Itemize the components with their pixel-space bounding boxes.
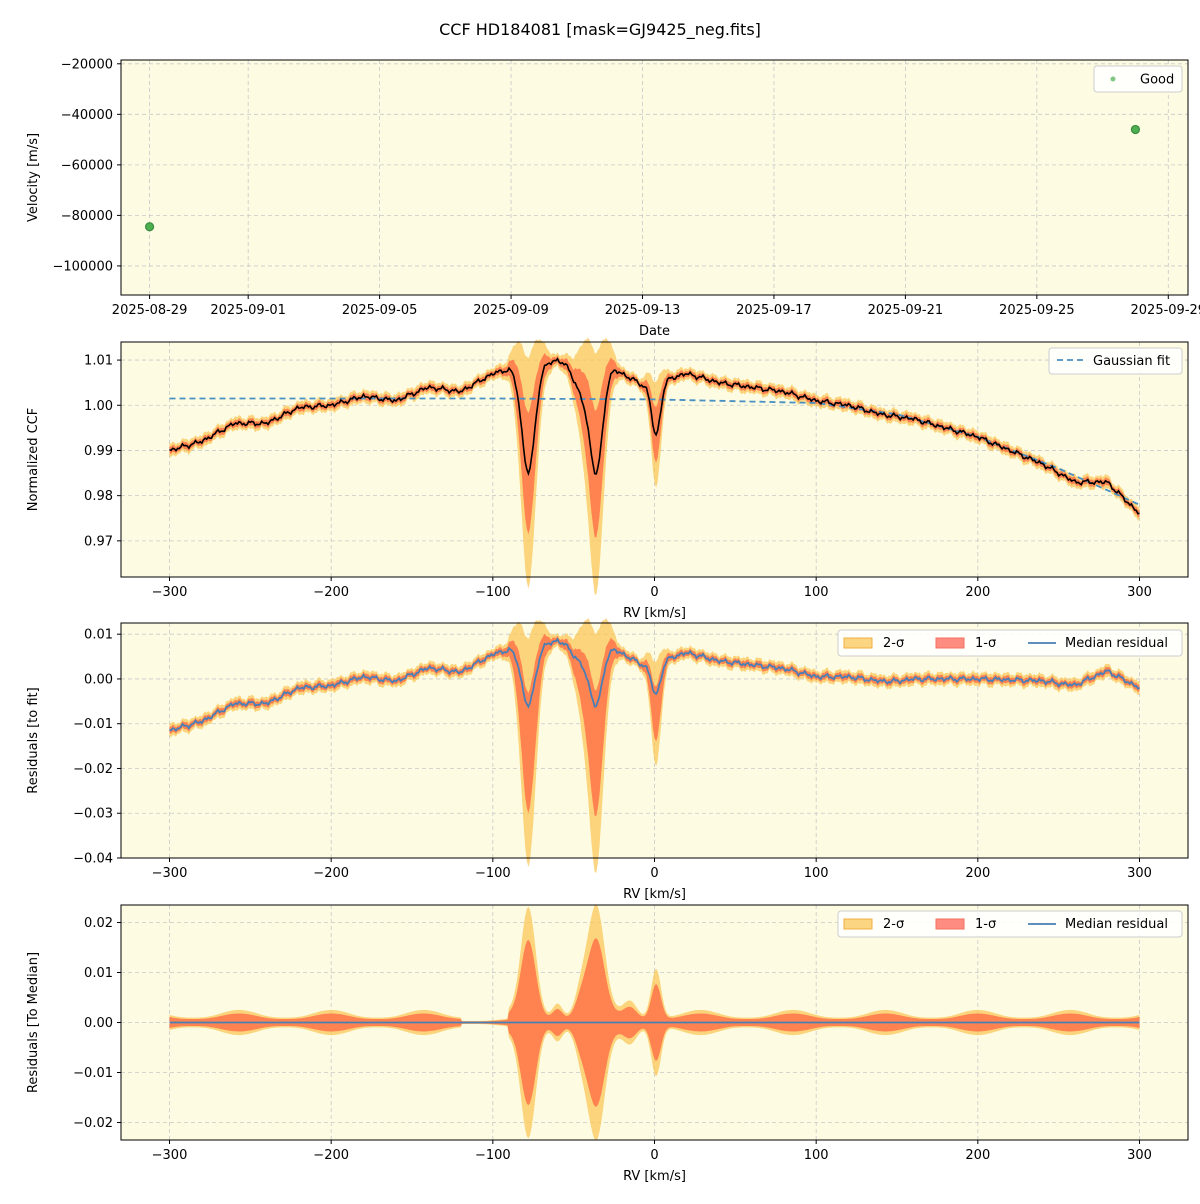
legend: 2-σ 1-σ Median residual [837, 629, 1183, 657]
x-tick-label: 2025-09-17 [736, 303, 812, 318]
y-tick-label: −0.02 [73, 762, 113, 777]
data-point-good [1130, 124, 1141, 135]
legend-label-2-sigma: 2-σ [883, 917, 904, 932]
x-tick-label: 300 [1127, 1148, 1152, 1163]
x-tick-label: −100 [475, 1148, 511, 1163]
x-tick-label: 2025-09-01 [210, 303, 286, 318]
legend-label-1-sigma: 1-σ [975, 636, 996, 651]
x-tick-label: 300 [1127, 585, 1152, 600]
x-axis-label: RV [km/s] [623, 606, 686, 621]
x-tick-label: 300 [1127, 866, 1152, 881]
y-tick-label: −20000 [61, 57, 113, 72]
legend-box [837, 910, 1183, 938]
y-tick-label: −0.03 [73, 807, 113, 822]
y-tick-label: −0.02 [73, 1116, 113, 1131]
y-tick-label: 0.01 [84, 966, 113, 981]
y-tick-label: −0.04 [73, 852, 113, 867]
plot-area [121, 60, 1188, 295]
y-axis-label: Residuals [to fit] [26, 687, 41, 793]
axes-frame [120, 59, 1189, 296]
y-tick-label: −60000 [61, 158, 113, 173]
legend-label-median: Median residual [1065, 636, 1168, 651]
y-tick-label: 0.99 [84, 444, 113, 459]
y-axis-label: Residuals [To Median] [26, 952, 41, 1093]
legend-marker-good [1110, 76, 1116, 82]
band-1-sigma [169, 352, 1140, 538]
y-tick-label: 0.02 [84, 916, 113, 931]
legend-swatch-1-sigma [935, 918, 965, 930]
y-tick-label: 0.00 [84, 672, 113, 687]
x-tick-label: 200 [965, 1148, 990, 1163]
y-tick-label: 0.00 [84, 1016, 113, 1031]
x-tick-label: 2025-09-05 [342, 303, 418, 318]
x-tick-label: 2025-08-29 [112, 303, 188, 318]
x-tick-label: −200 [313, 1148, 349, 1163]
series-ccf-median [169, 357, 1140, 515]
figure-title: CCF HD184081 [mask=GJ9425_neg.fits] [439, 20, 761, 39]
y-tick-label: −40000 [61, 108, 113, 123]
y-tick-label: 0.01 [84, 628, 113, 643]
panel-3: −300 −200 −100 0 100 200 300 0.01 0.00 −0.01 −0.02… [26, 618, 1189, 902]
x-tick-label: −300 [152, 1148, 188, 1163]
panel-2: −300 −200 −100 0 100 200 300 0.97 0.98 0.99 1.00 1.… [26, 337, 1189, 621]
panel-1: 2025-08-29 2025-09-01 2025-09-05 2025-09-09… [26, 57, 1200, 339]
legend: Good [1093, 65, 1183, 93]
x-tick-label: −100 [475, 866, 511, 881]
x-tick-label: −300 [152, 585, 188, 600]
y-axis-label: Velocity [m/s] [26, 133, 41, 222]
x-tick-label: −100 [475, 585, 511, 600]
x-tick-label: −200 [313, 585, 349, 600]
x-tick-label: 200 [965, 585, 990, 600]
x-tick-label: 100 [804, 866, 829, 881]
y-tick-label: −0.01 [73, 717, 113, 732]
x-tick-label: 2025-09-21 [868, 303, 944, 318]
x-axis-label: RV [km/s] [623, 1169, 686, 1184]
x-axis-label: Date [639, 324, 670, 339]
legend-label-1-sigma: 1-σ [975, 917, 996, 932]
y-tick-label: 0.98 [84, 489, 113, 504]
x-tick-label: −300 [152, 866, 188, 881]
legend: Gaussian fit [1048, 347, 1183, 375]
x-tick-label: 100 [804, 585, 829, 600]
x-tick-label: 0 [650, 1148, 658, 1163]
legend-swatch-1-sigma [935, 637, 965, 649]
y-tick-label: −100000 [52, 259, 113, 274]
legend-label-gaussian: Gaussian fit [1093, 354, 1170, 369]
legend-label-median: Median residual [1065, 917, 1168, 932]
x-axis-label: RV [km/s] [623, 887, 686, 902]
legend-swatch-2-sigma [843, 637, 873, 649]
y-tick-label: 1.01 [84, 354, 113, 369]
legend-box [837, 629, 1183, 657]
x-tick-label: 0 [650, 585, 658, 600]
x-tick-label: 0 [650, 866, 658, 881]
y-tick-label: −80000 [61, 209, 113, 224]
panel-4: −300 −200 −100 0 100 200 300 0.02 0.01 0.00 −0.01 −… [26, 904, 1189, 1184]
x-tick-label: 200 [965, 866, 990, 881]
x-tick-label: 2025-09-29 [1131, 303, 1200, 318]
legend-label-good: Good [1140, 73, 1174, 88]
x-tick-label: 2025-09-25 [999, 303, 1075, 318]
x-tick-label: 2025-09-13 [605, 303, 681, 318]
y-tick-label: 0.97 [84, 534, 113, 549]
y-tick-label: 1.00 [84, 399, 113, 414]
legend-swatch-2-sigma [843, 918, 873, 930]
band-2-sigma [169, 337, 1140, 595]
legend-box [1093, 65, 1183, 93]
x-tick-label: −200 [313, 866, 349, 881]
legend-label-2-sigma: 2-σ [883, 636, 904, 651]
series-median-residual [169, 637, 1140, 732]
x-tick-label: 2025-09-09 [473, 303, 549, 318]
legend: 2-σ 1-σ Median residual [837, 910, 1183, 938]
y-tick-label: −0.01 [73, 1066, 113, 1081]
legend-box [1048, 347, 1183, 375]
x-tick-label: 100 [804, 1148, 829, 1163]
y-axis-label: Normalized CCF [26, 408, 41, 512]
data-point-good [144, 222, 155, 232]
